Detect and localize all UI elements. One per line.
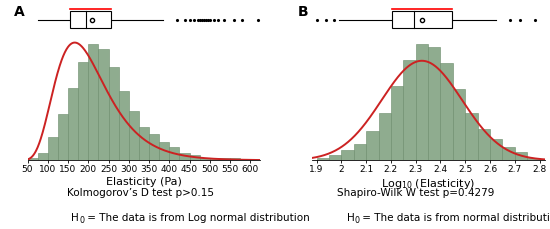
Text: B: B bbox=[298, 5, 308, 19]
Bar bbox=[317, 158, 329, 160]
Bar bbox=[159, 142, 169, 160]
Bar bbox=[428, 47, 441, 160]
Text: = The data is from normal distribution: = The data is from normal distribution bbox=[359, 213, 550, 223]
Bar bbox=[392, 11, 452, 28]
Bar bbox=[465, 113, 477, 160]
Bar bbox=[28, 158, 37, 160]
Bar bbox=[502, 147, 515, 160]
Bar bbox=[220, 158, 230, 160]
Bar bbox=[58, 114, 68, 160]
Bar bbox=[441, 63, 453, 160]
Bar bbox=[477, 129, 490, 160]
Bar bbox=[403, 60, 416, 160]
Bar bbox=[98, 49, 108, 160]
Bar bbox=[48, 137, 58, 160]
Bar bbox=[200, 158, 210, 160]
Bar bbox=[354, 144, 366, 160]
Text: 0: 0 bbox=[80, 216, 85, 225]
Bar bbox=[129, 111, 139, 160]
Bar bbox=[210, 158, 220, 160]
Bar bbox=[329, 155, 342, 160]
Bar bbox=[179, 153, 190, 160]
Bar bbox=[190, 155, 200, 160]
Bar bbox=[366, 131, 378, 160]
Bar bbox=[527, 158, 540, 160]
X-axis label: Elasticity (Pa): Elasticity (Pa) bbox=[106, 177, 182, 187]
Bar bbox=[416, 44, 428, 160]
Text: Shapiro-Wilk W test p=0.4279: Shapiro-Wilk W test p=0.4279 bbox=[337, 188, 494, 198]
Bar bbox=[78, 62, 88, 160]
Bar bbox=[490, 139, 502, 160]
Bar bbox=[149, 134, 159, 160]
Text: = The data is from Log normal distribution: = The data is from Log normal distributi… bbox=[84, 213, 309, 223]
Text: Kolmogorov’s D test p>0.15: Kolmogorov’s D test p>0.15 bbox=[67, 188, 214, 198]
Bar bbox=[169, 147, 179, 160]
Text: A: A bbox=[14, 5, 24, 19]
Text: 0: 0 bbox=[355, 216, 360, 225]
Text: H: H bbox=[72, 213, 79, 223]
Bar bbox=[119, 90, 129, 160]
Bar bbox=[108, 67, 119, 160]
Bar bbox=[139, 127, 149, 160]
Bar bbox=[378, 113, 391, 160]
Bar bbox=[37, 153, 48, 160]
Bar bbox=[68, 88, 78, 160]
Bar bbox=[515, 152, 527, 160]
X-axis label: Log$_{10}$ (Elasticity): Log$_{10}$ (Elasticity) bbox=[381, 177, 475, 191]
Bar bbox=[342, 150, 354, 160]
Bar bbox=[230, 158, 240, 160]
Bar bbox=[70, 11, 111, 28]
Bar bbox=[391, 86, 403, 160]
Text: H: H bbox=[346, 213, 354, 223]
Bar bbox=[453, 89, 465, 160]
Bar bbox=[88, 44, 98, 160]
